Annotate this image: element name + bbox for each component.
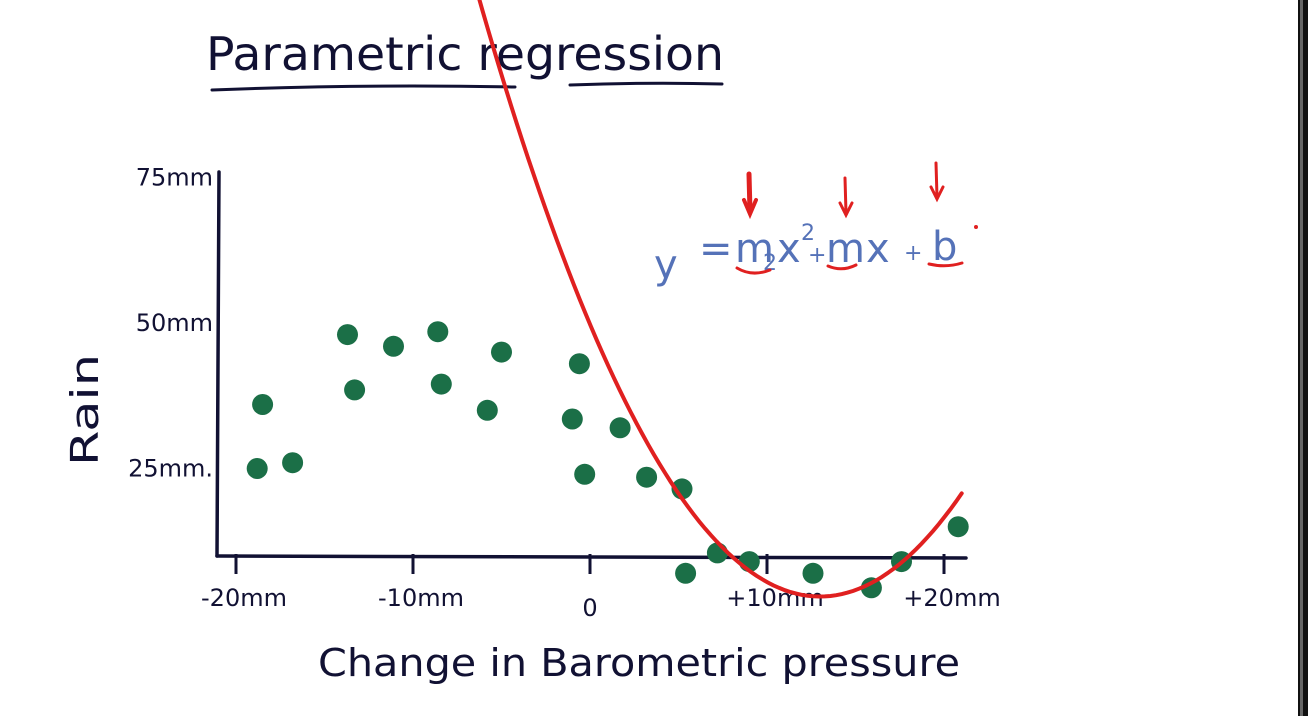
y-axis-line: [215, 170, 221, 558]
x-tick-label: +10mm: [726, 584, 823, 612]
data-point: [344, 379, 366, 401]
parameter-arrow-b: [929, 161, 945, 203]
y-tick-label: 25mm.: [128, 455, 213, 483]
y-axis-ticks: 25mm. 50mm 75mm: [128, 164, 213, 483]
x-tick-label: -20mm: [201, 584, 287, 612]
equation-plus-2: +: [904, 241, 922, 266]
equation-x-exponent: 2: [801, 221, 815, 246]
equation-plus-1: +: [808, 243, 826, 268]
parameter-underline-b: [927, 261, 964, 268]
data-point: [476, 399, 498, 421]
parameter-underline-m2: [735, 266, 772, 275]
x-tick-label: +20mm: [903, 584, 1000, 612]
x-tick-label: 0: [582, 594, 597, 622]
data-point: [574, 463, 596, 485]
data-point: [609, 417, 631, 439]
data-point: [282, 452, 304, 474]
y-tick-label: 75mm: [136, 164, 213, 192]
parameter-underline-m: [826, 263, 858, 271]
equation-x: x: [866, 226, 890, 272]
equation-m: m: [826, 226, 865, 272]
title-underline-right: [568, 81, 724, 87]
data-point: [491, 341, 512, 363]
equation-y: y: [654, 242, 678, 288]
data-point: [383, 335, 404, 357]
equation-b: b: [932, 224, 957, 270]
data-point: [947, 516, 969, 538]
scatter-points: [246, 321, 969, 599]
parameter-arrow-m2: [742, 171, 758, 220]
parameter-arrow-m: [838, 176, 854, 219]
data-point: [675, 562, 697, 584]
x-tick-label: -10mm: [378, 584, 464, 612]
equation-m2: m: [735, 226, 774, 272]
data-point: [337, 324, 358, 346]
x-axis-ticks: -20mm -10mm 0 +10mm +20mm: [201, 554, 1001, 622]
data-point: [860, 577, 882, 599]
data-point: [246, 458, 268, 479]
data-point: [802, 562, 824, 584]
regression-equation: y = m 2 x 2 + m x + b: [654, 161, 978, 288]
title-underline-left: [210, 84, 517, 92]
right-edge-frame: [1298, 0, 1308, 716]
data-point: [430, 373, 452, 395]
fitted-quadratic-curve: [477, 0, 964, 599]
equation-x-squared: x: [777, 226, 801, 272]
data-point: [561, 408, 583, 430]
data-point: [568, 353, 590, 375]
y-axis-title: Rain: [63, 354, 107, 466]
data-point: [427, 321, 449, 343]
chart-title: Parametric regression: [206, 27, 724, 81]
data-point: [636, 466, 658, 488]
x-axis-title: Change in Barometric pressure: [318, 641, 960, 685]
y-tick-label: 50mm: [136, 309, 213, 337]
data-point: [252, 394, 274, 415]
equation-dot: [974, 225, 978, 229]
equation-equals: =: [699, 226, 733, 272]
data-point: [706, 542, 728, 564]
